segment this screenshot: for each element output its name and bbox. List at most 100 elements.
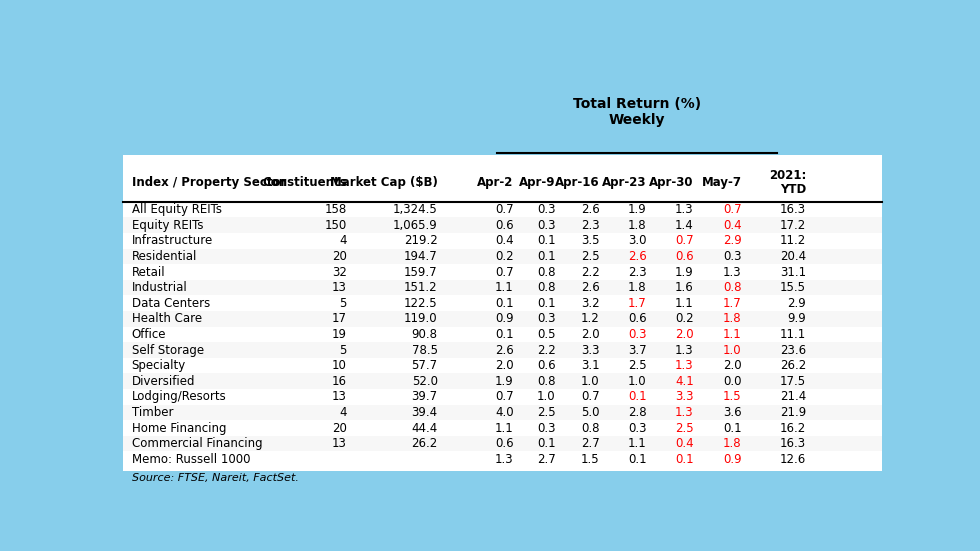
Text: 1,065.9: 1,065.9 (393, 219, 438, 232)
Text: 1.0: 1.0 (628, 375, 647, 388)
Text: 39.7: 39.7 (412, 390, 438, 403)
Text: 2.8: 2.8 (628, 406, 647, 419)
Text: 1.2: 1.2 (581, 312, 600, 326)
Bar (122, 420, 882, 436)
Text: 2.0: 2.0 (581, 328, 600, 341)
Text: 0.3: 0.3 (537, 219, 556, 232)
Text: 2.6: 2.6 (495, 344, 514, 356)
Text: 1.9: 1.9 (675, 266, 694, 279)
Text: 0.7: 0.7 (675, 234, 694, 247)
Text: Timber: Timber (131, 406, 173, 419)
Text: 159.7: 159.7 (404, 266, 438, 279)
Text: 0.3: 0.3 (537, 312, 556, 326)
Text: 4: 4 (339, 406, 347, 419)
Text: 0.6: 0.6 (675, 250, 694, 263)
Text: 1.1: 1.1 (495, 281, 514, 294)
Text: 17.5: 17.5 (780, 375, 806, 388)
Text: 3.2: 3.2 (581, 297, 600, 310)
Bar (122, 451, 882, 467)
Bar (122, 249, 882, 264)
Text: 0.3: 0.3 (628, 328, 647, 341)
Text: 0.7: 0.7 (723, 203, 742, 216)
Text: 39.4: 39.4 (412, 406, 438, 419)
Text: 122.5: 122.5 (404, 297, 438, 310)
Text: Office: Office (131, 328, 167, 341)
Text: 1.3: 1.3 (675, 203, 694, 216)
Text: 31.1: 31.1 (780, 266, 806, 279)
Text: 0.4: 0.4 (495, 234, 514, 247)
Text: 2.6: 2.6 (581, 281, 600, 294)
Text: 0.1: 0.1 (537, 234, 556, 247)
Text: 12.6: 12.6 (780, 453, 806, 466)
Text: 0.1: 0.1 (495, 297, 514, 310)
Text: 2.5: 2.5 (628, 359, 647, 372)
Text: 5: 5 (339, 344, 347, 356)
Text: 0.6: 0.6 (628, 312, 647, 326)
Text: 1.3: 1.3 (675, 359, 694, 372)
Text: 1.7: 1.7 (628, 297, 647, 310)
Text: Apr-16: Apr-16 (555, 176, 600, 190)
Text: 5: 5 (339, 297, 347, 310)
Text: Memo: Russell 1000: Memo: Russell 1000 (131, 453, 250, 466)
Text: 2021:
YTD: 2021: YTD (768, 169, 806, 196)
Text: 52.0: 52.0 (412, 375, 438, 388)
Text: 151.2: 151.2 (404, 281, 438, 294)
Text: 1.8: 1.8 (723, 437, 742, 450)
Text: 3.0: 3.0 (628, 234, 647, 247)
Text: 0.7: 0.7 (495, 266, 514, 279)
Text: Index / Property Sector: Index / Property Sector (131, 176, 286, 190)
Text: 2.2: 2.2 (581, 266, 600, 279)
Bar (122, 202, 882, 218)
Text: Apr-30: Apr-30 (649, 176, 694, 190)
Text: Home Financing: Home Financing (131, 422, 226, 435)
Bar (122, 155, 882, 471)
Text: 21.9: 21.9 (780, 406, 806, 419)
Bar (122, 295, 882, 311)
Text: 1.5: 1.5 (723, 390, 742, 403)
Text: 0.3: 0.3 (723, 250, 742, 263)
Text: 1.6: 1.6 (675, 281, 694, 294)
Text: Residential: Residential (131, 250, 197, 263)
Text: 1.9: 1.9 (628, 203, 647, 216)
Text: 90.8: 90.8 (412, 328, 438, 341)
Text: 3.3: 3.3 (675, 390, 694, 403)
Text: 0.4: 0.4 (723, 219, 742, 232)
Text: 2.6: 2.6 (581, 203, 600, 216)
Text: 1.7: 1.7 (722, 297, 742, 310)
Text: 2.9: 2.9 (787, 297, 806, 310)
Bar (122, 311, 882, 327)
Text: 0.9: 0.9 (723, 453, 742, 466)
Text: 0.1: 0.1 (675, 453, 694, 466)
Text: Diversified: Diversified (131, 375, 195, 388)
Text: 194.7: 194.7 (404, 250, 438, 263)
Text: 0.6: 0.6 (495, 219, 514, 232)
Text: Equity REITs: Equity REITs (131, 219, 203, 232)
Text: 1.0: 1.0 (537, 390, 556, 403)
Text: 16.3: 16.3 (780, 437, 806, 450)
Text: Source: FTSE, Nareit, FactSet.: Source: FTSE, Nareit, FactSet. (131, 473, 299, 483)
Text: 2.0: 2.0 (495, 359, 514, 372)
Text: 57.7: 57.7 (412, 359, 438, 372)
Text: 0.8: 0.8 (723, 281, 742, 294)
Text: 16.2: 16.2 (780, 422, 806, 435)
Text: 0.1: 0.1 (628, 390, 647, 403)
Text: 2.5: 2.5 (537, 406, 556, 419)
Text: All Equity REITs: All Equity REITs (131, 203, 221, 216)
Text: 11.2: 11.2 (780, 234, 806, 247)
Text: 0.0: 0.0 (723, 375, 742, 388)
Bar (122, 404, 882, 420)
Text: 10: 10 (331, 359, 347, 372)
Text: Industrial: Industrial (131, 281, 187, 294)
Text: May-7: May-7 (702, 176, 742, 190)
Text: 3.6: 3.6 (723, 406, 742, 419)
Text: 5.0: 5.0 (581, 406, 600, 419)
Text: 4.1: 4.1 (675, 375, 694, 388)
Text: 0.3: 0.3 (628, 422, 647, 435)
Text: 0.8: 0.8 (581, 422, 600, 435)
Text: 1.1: 1.1 (495, 422, 514, 435)
Bar (122, 280, 882, 295)
Text: Health Care: Health Care (131, 312, 202, 326)
Text: 1.1: 1.1 (722, 328, 742, 341)
Text: 32: 32 (331, 266, 347, 279)
Text: 150: 150 (324, 219, 347, 232)
